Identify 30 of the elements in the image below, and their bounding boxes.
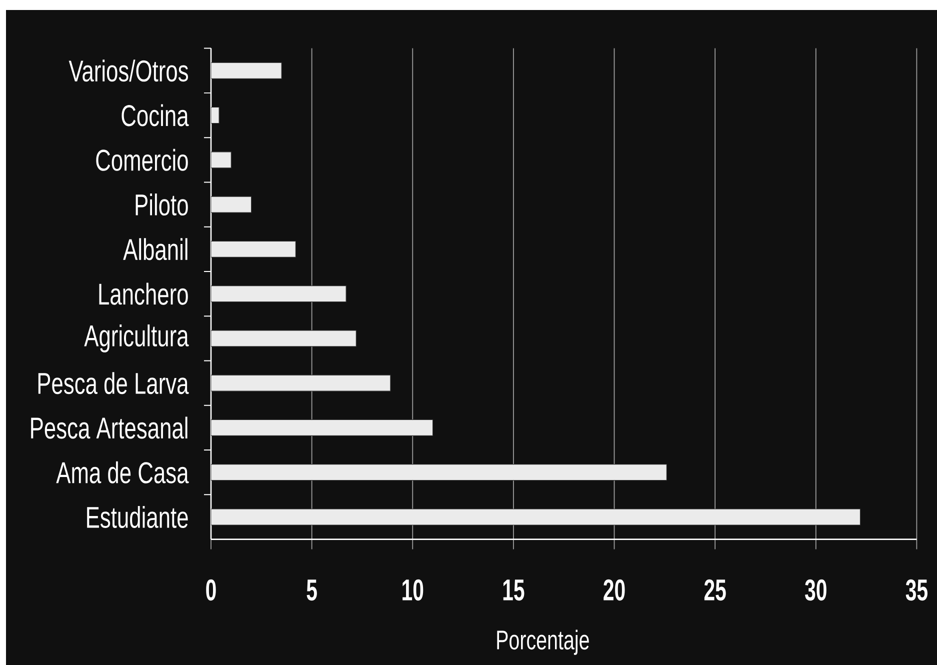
bar [211,196,252,213]
bar [211,464,667,481]
y-tick-label: Comercio [96,148,188,171]
bar [211,152,232,168]
x-tick-label: 20 [604,579,625,601]
bar [211,62,282,79]
y-tick-label: Albanil [123,238,188,260]
bar [211,240,296,258]
y-tick-label: Agricultura [84,324,189,352]
y-tick-label: Pesca de Larva [38,372,189,394]
x-tick-label: 0 [206,579,216,601]
y-tick-label: Lanchero [99,282,188,305]
y-tick-label: Ama de Casa [56,461,189,484]
x-tick-label: 15 [503,580,524,601]
y-tick-label: Estudiante [87,506,188,528]
y-tick-label: Varios/Otros [68,60,188,82]
x-axis-title: Porcentaje [497,630,589,655]
bar [211,419,434,436]
bar [211,330,356,347]
y-tick-label: Piloto [136,194,188,216]
bar [211,374,391,392]
y-tick-label: Pesca Artesanal [31,416,188,439]
x-tick-label: 10 [402,579,424,601]
x-tick-label: 25 [704,579,726,601]
x-tick-label: 35 [906,579,928,601]
x-tick-label: 30 [805,579,826,601]
bar [211,508,861,526]
bar [211,286,346,302]
y-tick-label: Cocina [122,104,189,126]
x-tick-label: 5 [306,580,317,601]
